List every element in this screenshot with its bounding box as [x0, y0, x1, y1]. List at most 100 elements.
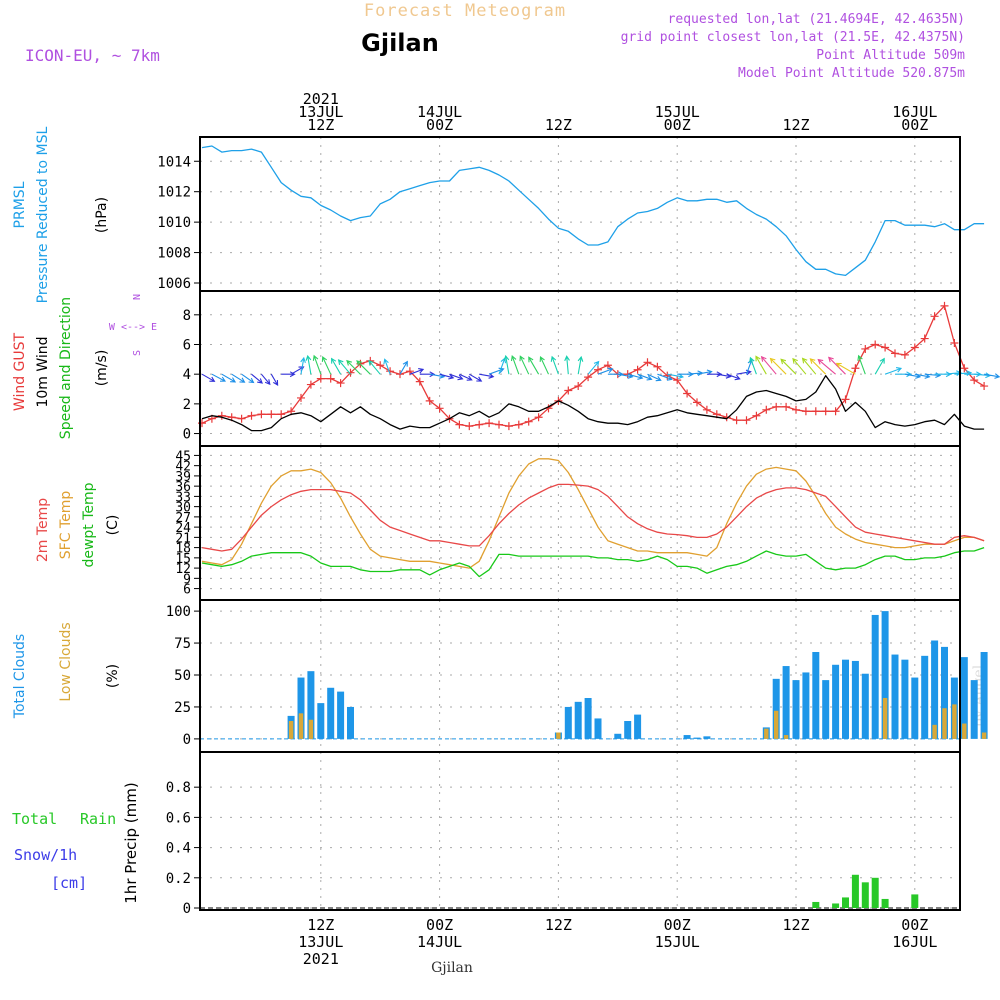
wind-direction-arrow — [260, 373, 271, 386]
wind-label-speed: Speed and Direction — [58, 297, 74, 439]
pressure-line — [201, 145, 985, 277]
cloud-label-low: Low Clouds — [58, 622, 74, 701]
gust-marker — [970, 376, 979, 385]
total-cloud-bar — [812, 652, 820, 739]
frame-layer — [199, 136, 961, 911]
y-tick-label: 42 — [175, 460, 191, 475]
wind-direction-arrow — [459, 373, 473, 381]
y-tick-label: 45 — [175, 449, 191, 464]
gust-marker — [237, 414, 246, 423]
rain-bar — [861, 882, 869, 908]
wind-direction-arrow — [755, 355, 767, 375]
gust-marker — [841, 395, 850, 404]
y-tick-label: 0 — [183, 732, 191, 748]
low-cloud-bar — [774, 710, 779, 739]
low-cloud-bar — [288, 721, 294, 739]
y-tick-label: 4 — [183, 367, 191, 383]
gust-marker — [980, 382, 989, 391]
gust-marker — [722, 413, 731, 422]
y-tick-label: 6 — [183, 337, 191, 353]
gust-marker — [495, 420, 503, 429]
bottom-time-label: 2021 — [303, 950, 339, 968]
temp-label-dew: dewpt Temp — [81, 482, 97, 567]
wind-direction-arrow — [577, 355, 584, 375]
top-time-label: 16JUL — [892, 103, 937, 121]
cloud-labels: Total Clouds Low Clouds (%) — [12, 622, 121, 719]
model-label: ICON-EU, ~ 7km — [25, 46, 160, 65]
gust-marker — [415, 377, 424, 386]
wind-direction-arrow — [251, 373, 263, 384]
footer-location: Gjilan — [431, 960, 473, 976]
rain-bar — [842, 897, 849, 908]
gust-marker — [920, 334, 929, 343]
wind-direction-arrow — [346, 359, 361, 375]
total-cloud-bar — [337, 691, 345, 739]
gust-marker — [702, 405, 711, 414]
gust-marker — [257, 410, 266, 419]
gust-marker — [564, 386, 573, 395]
sfc-temp-line — [201, 458, 985, 569]
top-time-label: 00Z — [426, 116, 453, 134]
low-cloud-bar — [298, 713, 304, 739]
total-cloud-bar — [891, 654, 899, 739]
total-cloud-bar — [772, 678, 780, 739]
wind-direction-arrow — [503, 354, 510, 375]
wind-direction-arrow — [792, 357, 807, 375]
gust-marker — [534, 413, 543, 422]
total-cloud-bar — [327, 687, 335, 739]
total-cloud-bar — [960, 657, 968, 739]
top-time-label: 00Z — [664, 116, 691, 134]
panel-frame-precipitation — [199, 751, 961, 911]
precip-label-rain: Rain — [80, 810, 116, 828]
bottom-time-label: 13JUL — [298, 933, 343, 951]
y-tick-label: 25 — [174, 700, 191, 716]
wind-direction-arrow — [726, 373, 741, 381]
wind-direction-arrow — [564, 355, 570, 375]
precip-label-total: Total — [12, 810, 57, 828]
total-cloud-bar — [832, 664, 840, 739]
gust-marker — [940, 301, 949, 310]
total-cloud-bar — [970, 680, 978, 739]
total-cloud-bar — [347, 706, 354, 739]
y-tick-label: 21 — [175, 531, 191, 546]
wind-direction-arrow — [895, 371, 913, 378]
top-time-label: 12Z — [307, 116, 334, 134]
top-time-label: 15JUL — [655, 103, 700, 121]
low-cloud-bar — [942, 708, 947, 739]
total-cloud-bar — [931, 640, 939, 739]
total-cloud-bar — [624, 721, 632, 739]
wind-label-unit: (m/s) — [94, 350, 110, 387]
dewpoint-line — [201, 546, 985, 578]
grid-layer — [200, 137, 960, 910]
low-cloud-bar — [764, 728, 769, 739]
gust-marker — [574, 382, 583, 391]
wind-direction-arrow — [637, 373, 653, 381]
precip-labels: Total Rain Snow/1h [cm] 1hr Precip (mm) — [12, 782, 140, 903]
wind-direction-arrow — [647, 373, 662, 382]
gust-marker — [277, 410, 286, 419]
compass-ew: W <--> E — [109, 322, 157, 333]
wind-direction-arrow — [528, 356, 540, 375]
wind-direction-arrow — [597, 367, 614, 375]
wind-direction-arrow — [769, 357, 787, 375]
wind-direction-arrow — [835, 362, 856, 375]
wind-direction-arrow — [510, 355, 520, 375]
total-cloud-bar — [921, 655, 929, 739]
wind-direction-arrow — [984, 373, 1000, 379]
gust-marker — [881, 343, 890, 352]
total-cloud-bar — [901, 659, 909, 739]
axis-layer: 1006100810101012101402468691215182124273… — [157, 90, 937, 968]
wind-direction-arrow — [479, 373, 495, 379]
low-cloud-bar — [783, 735, 789, 739]
cloud-label-unit: (%) — [105, 664, 121, 688]
gust-marker — [762, 405, 771, 414]
gust-marker — [594, 365, 602, 374]
top-time-label: 14JUL — [417, 103, 462, 121]
top-time-label: 12Z — [545, 116, 572, 134]
y-tick-label: 0.6 — [166, 810, 191, 826]
y-tick-label: 6 — [183, 583, 191, 598]
low-cloud-bar — [882, 698, 888, 739]
gust-marker — [801, 407, 810, 416]
wind-direction-arrow — [469, 373, 483, 382]
wind-direction-arrow — [924, 372, 942, 379]
